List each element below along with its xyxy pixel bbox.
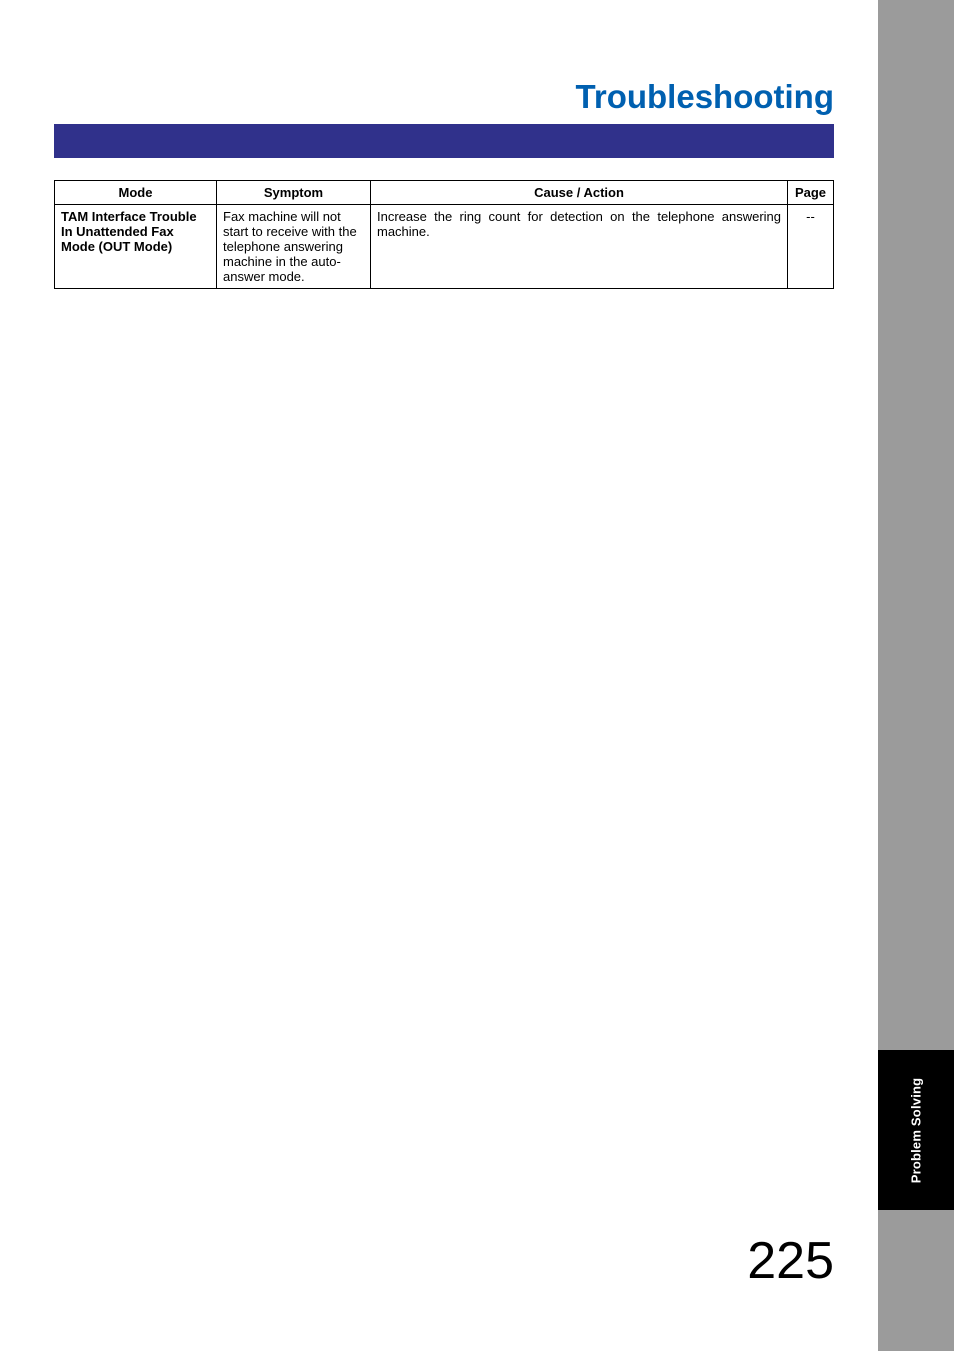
col-header-symptom: Symptom	[217, 181, 371, 205]
title-rule	[54, 124, 834, 158]
col-header-page: Page	[788, 181, 834, 205]
col-header-cause: Cause / Action	[371, 181, 788, 205]
content-area: Mode Symptom Cause / Action Page TAM Int…	[54, 180, 834, 289]
col-header-mode: Mode	[55, 181, 217, 205]
section-tab: Problem Solving	[878, 1050, 954, 1210]
table-header-row: Mode Symptom Cause / Action Page	[55, 181, 834, 205]
cell-symptom: Fax machine will not start to receive wi…	[217, 205, 371, 289]
table-row: TAM Interface Trouble In Unattended Fax …	[55, 205, 834, 289]
cell-mode: TAM Interface Trouble In Unattended Fax …	[55, 205, 217, 289]
troubleshooting-table: Mode Symptom Cause / Action Page TAM Int…	[54, 180, 834, 289]
page-number: 225	[747, 1231, 834, 1291]
cell-cause: Increase the ring count for detection on…	[371, 205, 788, 289]
page-title: Troubleshooting	[576, 78, 834, 116]
manual-page: Problem Solving Troubleshooting Mode Sym…	[0, 0, 954, 1351]
section-tab-label: Problem Solving	[909, 1077, 924, 1183]
cell-page: --	[788, 205, 834, 289]
